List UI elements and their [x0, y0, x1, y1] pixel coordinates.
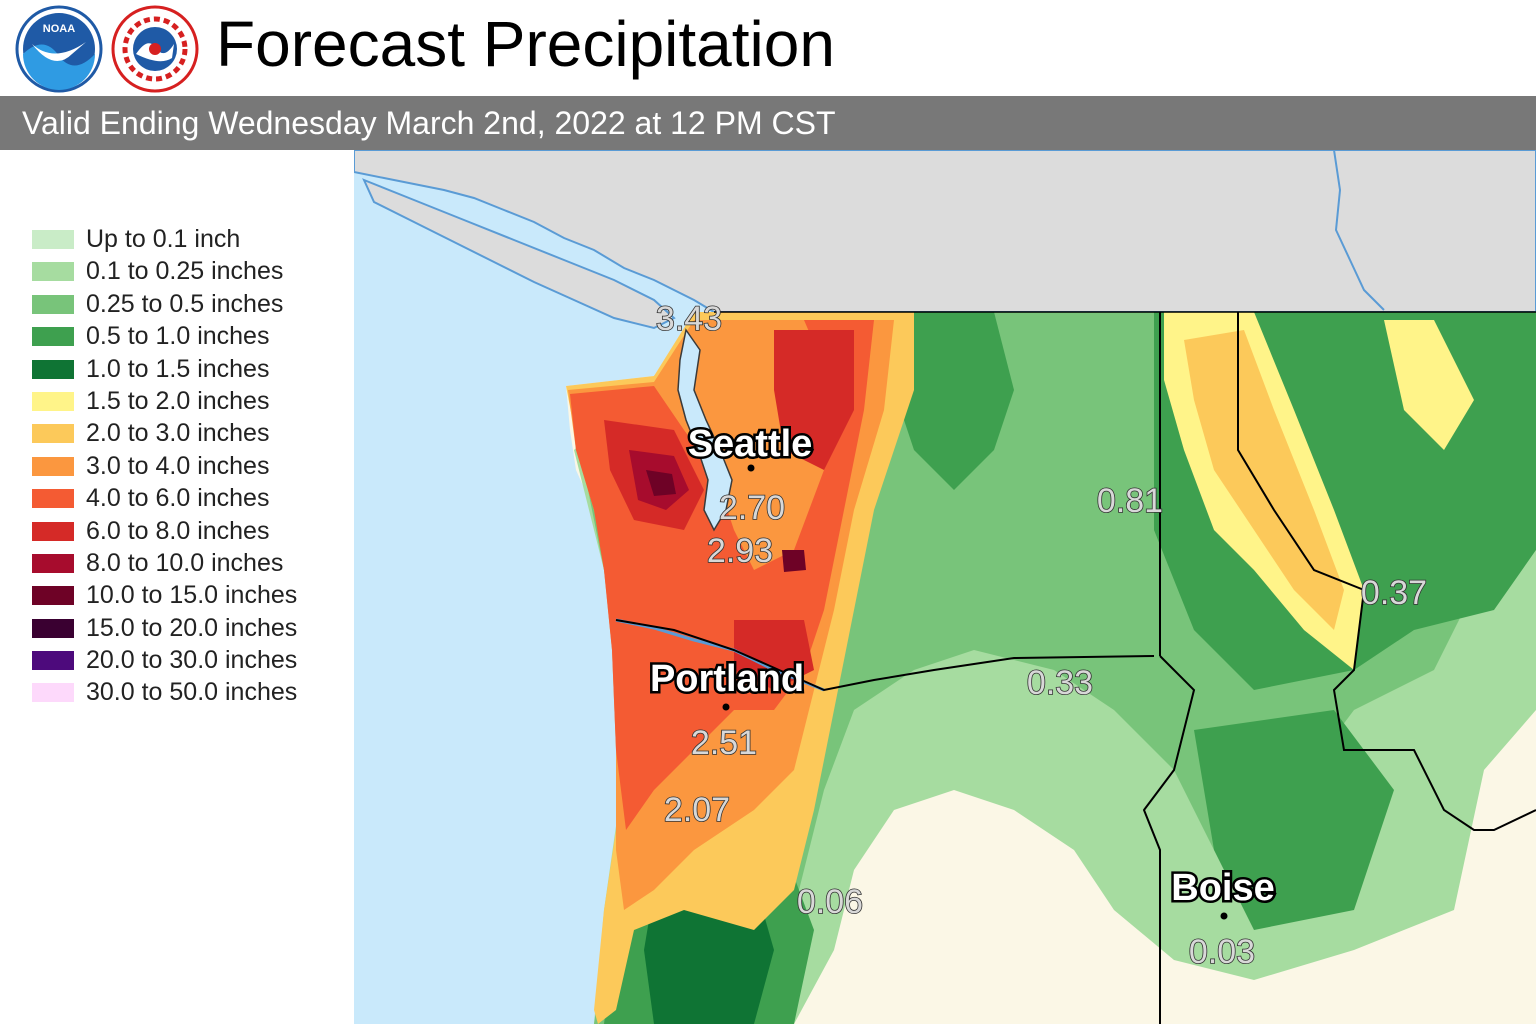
legend-item: 10.0 to 15.0 inches: [32, 578, 352, 610]
precip-value-label: 2.07: [664, 791, 730, 829]
page-title: Forecast Precipitation: [216, 8, 835, 80]
legend-label: 3.0 to 4.0 inches: [86, 451, 270, 480]
precip-band-green-southeast: [1194, 710, 1394, 930]
precip-value-label: 0.33: [1027, 664, 1093, 702]
legend-item: 30.0 to 50.0 inches: [32, 675, 352, 707]
precip-value-label: 2.93: [707, 532, 773, 570]
noaa-logo: NOAA: [15, 5, 103, 93]
legend-item: 8.0 to 10.0 inches: [32, 546, 352, 578]
legend-swatch: [32, 262, 74, 282]
legend-label: 0.25 to 0.5 inches: [86, 289, 284, 318]
legend-swatch: [32, 618, 74, 638]
legend-label: 6.0 to 8.0 inches: [86, 516, 270, 545]
legend-item: 4.0 to 6.0 inches: [32, 481, 352, 513]
svg-text:NOAA: NOAA: [43, 23, 75, 35]
nws-logo: [111, 5, 199, 93]
legend-swatch: [32, 553, 74, 573]
precip-value-label: 0.06: [797, 883, 863, 921]
precip-value-label: 0.37: [1361, 574, 1427, 612]
legend-swatch: [32, 424, 74, 444]
legend-label: 0.1 to 0.25 inches: [86, 257, 284, 286]
map-labels: 3.43 2.70 2.93 0.81 0.37 0.33 2.51 2.07 0.06 0.03…: [647, 299, 1427, 972]
legend-label: 1.5 to 2.0 inches: [86, 386, 270, 415]
legend-label: 30.0 to 50.0 inches: [86, 678, 298, 707]
border-wa-or: [615, 619, 1155, 692]
legend-item: 20.0 to 30.0 inches: [32, 643, 352, 675]
legend-swatch: [32, 489, 74, 509]
header: NOAA Forecast Precipitation: [0, 0, 1536, 96]
precip-value-label: 3.43: [656, 300, 722, 338]
legend-swatch: [32, 521, 74, 541]
legend-swatch: [32, 683, 74, 703]
legend-item: 0.25 to 0.5 inches: [32, 287, 352, 319]
legend-item: 0.1 to 0.25 inches: [32, 254, 352, 286]
legend-item: 0.5 to 1.0 inches: [32, 319, 352, 351]
precip-band-yellow-ne: [1384, 320, 1474, 450]
precip-band-green-cascades-east: [894, 312, 1014, 490]
legend-swatch: [32, 327, 74, 347]
legend-swatch: [32, 391, 74, 411]
legend-label: 1.0 to 1.5 inches: [86, 354, 270, 383]
border-or-id: [1142, 655, 1196, 1024]
precip-value-label: 2.70: [719, 489, 785, 527]
city-label-boise: Boise: [1171, 867, 1274, 909]
legend-swatch: [32, 359, 74, 379]
city-label-portland: Portland: [650, 658, 804, 700]
precipitation-legend: Up to 0.1 inch 0.1 to 0.25 inches 0.25 to …: [32, 222, 352, 708]
legend-item: 15.0 to 20.0 inches: [32, 611, 352, 643]
precipitation-map: 3.43 2.70 2.93 0.81 0.37 0.33 2.51 2.07 0.06 0.03…: [354, 150, 1536, 1024]
legend-item: 1.5 to 2.0 inches: [32, 384, 352, 416]
precip-band-maroon-cascades: [782, 550, 806, 572]
legend-swatch: [32, 586, 74, 606]
valid-time-text: Valid Ending Wednesday March 2nd, 2022 a…: [22, 105, 836, 141]
legend-item: 6.0 to 8.0 inches: [32, 514, 352, 546]
precip-band-deepred-oregon: [734, 620, 814, 690]
legend-item: Up to 0.1 inch: [32, 222, 352, 254]
legend-label: Up to 0.1 inch: [86, 225, 241, 253]
columbia-river: [615, 618, 825, 692]
legend-swatch: [32, 230, 74, 249]
portland-dot: [722, 703, 730, 711]
puget-sound: [677, 328, 733, 532]
legend-label: 10.0 to 15.0 inches: [86, 581, 298, 610]
legend-label: 4.0 to 6.0 inches: [86, 484, 270, 513]
vancouver-island: [362, 178, 676, 330]
precip-value-label: 0.81: [1097, 482, 1163, 520]
precip-band-darkest-olympics: [646, 470, 676, 496]
legend-item: 1.0 to 1.5 inches: [32, 352, 352, 384]
legend-label: 8.0 to 10.0 inches: [86, 548, 284, 577]
precip-value-label: 0.03: [1189, 933, 1255, 971]
legend-label: 20.0 to 30.0 inches: [86, 646, 298, 675]
legend-swatch: [32, 294, 74, 314]
legend-label: 0.5 to 1.0 inches: [86, 322, 270, 351]
legend-label: 2.0 to 3.0 inches: [86, 419, 270, 448]
precip-band-deepred-cascades: [774, 330, 854, 470]
city-label-seattle: Seattle: [688, 423, 813, 465]
boise-dot: [1220, 912, 1228, 920]
border-id-mt: [1237, 312, 1536, 831]
legend-swatch: [32, 456, 74, 476]
precip-value-label: 2.51: [691, 724, 757, 762]
legend-swatch: [32, 651, 74, 671]
legend-item: 3.0 to 4.0 inches: [32, 449, 352, 481]
map-canvas: 3.43 2.70 2.93 0.81 0.37 0.33 2.51 2.07 0.06 0.03…: [354, 150, 1536, 1024]
valid-time-bar: Valid Ending Wednesday March 2nd, 2022 a…: [0, 96, 1536, 150]
seattle-dot: [747, 464, 755, 472]
legend-label: 15.0 to 20.0 inches: [86, 613, 298, 642]
canada-river: [1333, 150, 1385, 311]
legend-item: 2.0 to 3.0 inches: [32, 416, 352, 448]
